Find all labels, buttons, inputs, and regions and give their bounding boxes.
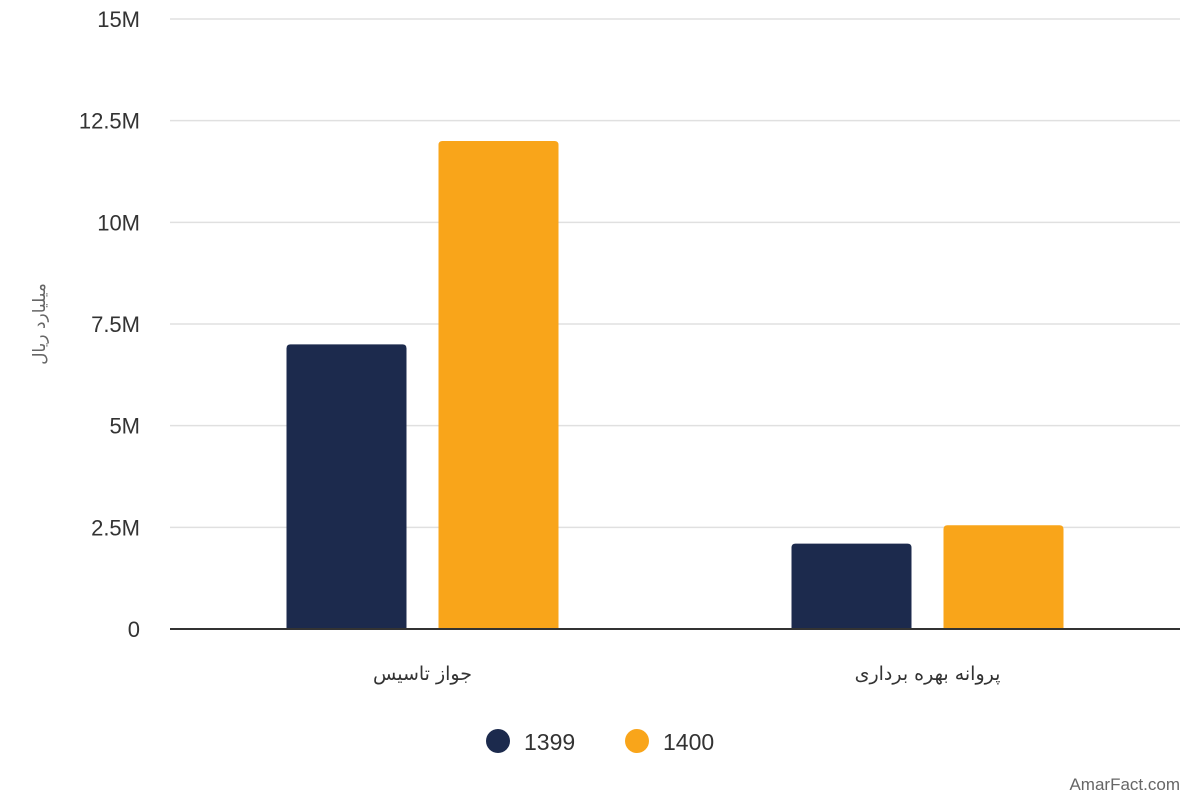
watermark-text: AmarFact.com xyxy=(1069,775,1180,794)
bar-1399-1 xyxy=(791,543,912,629)
bar-1399-0 xyxy=(286,344,407,629)
legend: 1399 1400 xyxy=(486,729,714,755)
legend-label-1400: 1400 xyxy=(663,729,714,755)
y-axis-tick-labels: 0 2.5M 5M 7.5M 10M 12.5M 15M xyxy=(79,7,140,642)
y-axis-label: میلیارد ریال xyxy=(30,283,50,365)
y-tick-label: 0 xyxy=(128,617,140,642)
y-tick-label: 2.5M xyxy=(91,515,140,540)
bar-1400-0 xyxy=(438,141,559,629)
x-category-label: جواز تاسیس xyxy=(373,663,472,685)
y-tick-label: 7.5M xyxy=(91,312,140,337)
y-tick-label: 12.5M xyxy=(79,109,140,134)
y-tick-label: 10M xyxy=(97,210,140,235)
legend-label-1399: 1399 xyxy=(524,729,575,755)
y-tick-label: 15M xyxy=(97,7,140,32)
bar-1400-1 xyxy=(943,525,1064,629)
x-axis-category-labels: جواز تاسیس پروانه بهره برداری xyxy=(373,663,1000,685)
legend-marker-1399 xyxy=(486,729,510,753)
legend-marker-1400 xyxy=(625,729,649,753)
bars xyxy=(286,141,1064,629)
y-tick-label: 5M xyxy=(109,414,140,439)
x-category-label: پروانه بهره برداری xyxy=(855,663,1001,685)
